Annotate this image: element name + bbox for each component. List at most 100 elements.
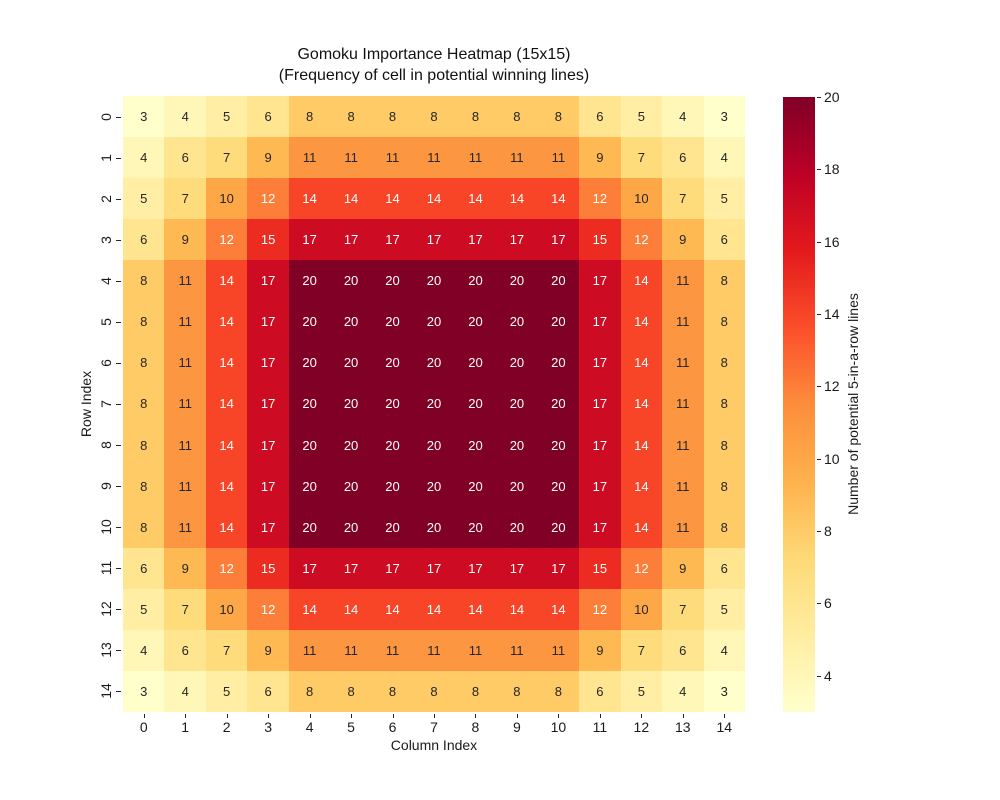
heatmap-cell: 20 [413, 260, 455, 302]
heatmap-cell: 14 [620, 260, 663, 302]
heatmap-cell: 17 [247, 506, 289, 548]
heatmap-cell: 11 [496, 629, 538, 671]
heatmap-cell: 17 [247, 383, 289, 425]
heatmap-cell: 10 [620, 178, 663, 220]
chart-title-line1: Gomoku Importance Heatmap (15x15) [297, 46, 571, 63]
heatmap-cell: 11 [288, 629, 331, 671]
heatmap-cell: 11 [164, 506, 206, 548]
heatmap-cell: 17 [496, 219, 538, 261]
heatmap-cell: 20 [413, 301, 455, 343]
colorbar-tick-label: 20 [824, 89, 840, 105]
y-tick-mark [116, 404, 121, 405]
heatmap-cell: 20 [496, 260, 538, 302]
heatmap-cell: 17 [247, 465, 289, 507]
heatmap-cell: 5 [205, 670, 248, 712]
heatmap-cell: 15 [579, 547, 621, 589]
heatmap-cell: 14 [205, 465, 248, 507]
heatmap-cell: 4 [662, 670, 704, 712]
x-tick-label: 14 [716, 719, 733, 735]
heatmap-cell: 10 [620, 588, 663, 630]
heatmap-cell: 14 [288, 178, 331, 220]
heatmap-cell: 17 [413, 219, 455, 261]
y-tick-mark [116, 321, 121, 323]
heatmap-cell: 17 [579, 506, 621, 548]
y-tick-label: 5 [98, 317, 114, 326]
heatmap-cell: 20 [537, 424, 580, 466]
y-tick-mark [116, 650, 121, 652]
colorbar-tick-label: 8 [824, 523, 832, 540]
x-tick-label: 0 [139, 719, 148, 735]
heatmap-cell: 11 [164, 260, 206, 302]
colorbar-tick-mark [817, 314, 821, 316]
colorbar-tick-mark [817, 603, 821, 605]
heatmap-cell: 11 [662, 260, 704, 302]
heatmap-cell: 6 [123, 547, 165, 589]
heatmap-cell: 4 [662, 96, 704, 138]
x-tick-label: 8 [471, 719, 480, 735]
chart-title: Gomoku Importance Heatmap (15x15) (Frequ… [123, 44, 745, 86]
heatmap-cell: 11 [288, 137, 331, 179]
y-tick-label: 13 [98, 642, 114, 659]
heatmap-cell: 9 [662, 547, 704, 589]
heatmap-cell: 8 [330, 96, 372, 138]
heatmap-cell: 8 [703, 301, 745, 343]
heatmap-cell: 12 [205, 219, 248, 261]
heatmap-cell: 17 [454, 219, 497, 261]
heatmap-cell: 11 [371, 137, 414, 179]
heatmap-cell: 17 [247, 260, 289, 302]
heatmap-cell: 11 [413, 629, 455, 671]
x-axis-label: Column Index [390, 737, 478, 753]
heatmap-cell: 20 [496, 424, 538, 466]
y-axis-label: Row Index [78, 370, 94, 438]
heatmap-cell: 8 [703, 383, 745, 425]
heatmap-cell: 11 [662, 342, 704, 384]
heatmap-cell: 10 [205, 178, 248, 220]
heatmap-cell: 17 [579, 260, 621, 302]
heatmap-cell: 11 [537, 137, 580, 179]
heatmap-cell: 17 [579, 424, 621, 466]
heatmap-cell: 6 [703, 219, 745, 261]
heatmap-cell: 14 [288, 588, 331, 630]
heatmap-cell: 17 [579, 342, 621, 384]
heatmap-cell: 3 [123, 96, 165, 138]
heatmap-cell: 6 [662, 629, 704, 671]
heatmap-cell: 20 [454, 301, 497, 343]
heatmap-cell: 20 [288, 342, 331, 384]
heatmap-cell: 7 [662, 178, 704, 220]
heatmap-cell: 8 [703, 424, 745, 466]
heatmap-cell: 20 [288, 383, 331, 425]
heatmap-cell: 14 [620, 301, 663, 343]
heatmap-cell: 8 [537, 96, 580, 138]
heatmap-cell: 20 [496, 506, 538, 548]
heatmap-cell: 7 [164, 588, 206, 630]
heatmap-cell: 14 [330, 178, 372, 220]
y-tick-mark [116, 280, 121, 282]
x-tick-mark [434, 714, 435, 718]
heatmap-cell: 12 [579, 178, 621, 220]
heatmap-cell: 20 [330, 424, 372, 466]
heatmap-cell: 17 [288, 219, 331, 261]
heatmap-cell: 12 [247, 588, 289, 630]
heatmap-cell: 9 [662, 219, 704, 261]
heatmap-cell: 8 [537, 670, 580, 712]
heatmap-cell: 15 [247, 547, 289, 589]
heatmap-cell: 14 [205, 260, 248, 302]
heatmap-cell: 11 [662, 424, 704, 466]
heatmap-cell: 5 [703, 588, 745, 630]
heatmap-cell: 20 [537, 301, 580, 343]
heatmap-cell: 20 [413, 383, 455, 425]
heatmap-cell: 9 [247, 137, 289, 179]
y-tick-label: 2 [98, 194, 114, 203]
x-tick-label: 11 [592, 719, 608, 735]
y-tick-label: 0 [98, 112, 114, 121]
x-tick-label: 1 [181, 719, 190, 735]
heatmap-cell: 9 [164, 547, 206, 589]
heatmap-cell: 14 [371, 178, 414, 220]
x-tick-label: 10 [550, 719, 567, 735]
colorbar-tick-mark [817, 386, 821, 388]
heatmap-cell: 8 [454, 670, 497, 712]
heatmap-cell: 20 [371, 260, 414, 302]
heatmap-cell: 20 [454, 506, 497, 548]
heatmap-cell: 8 [496, 96, 538, 138]
